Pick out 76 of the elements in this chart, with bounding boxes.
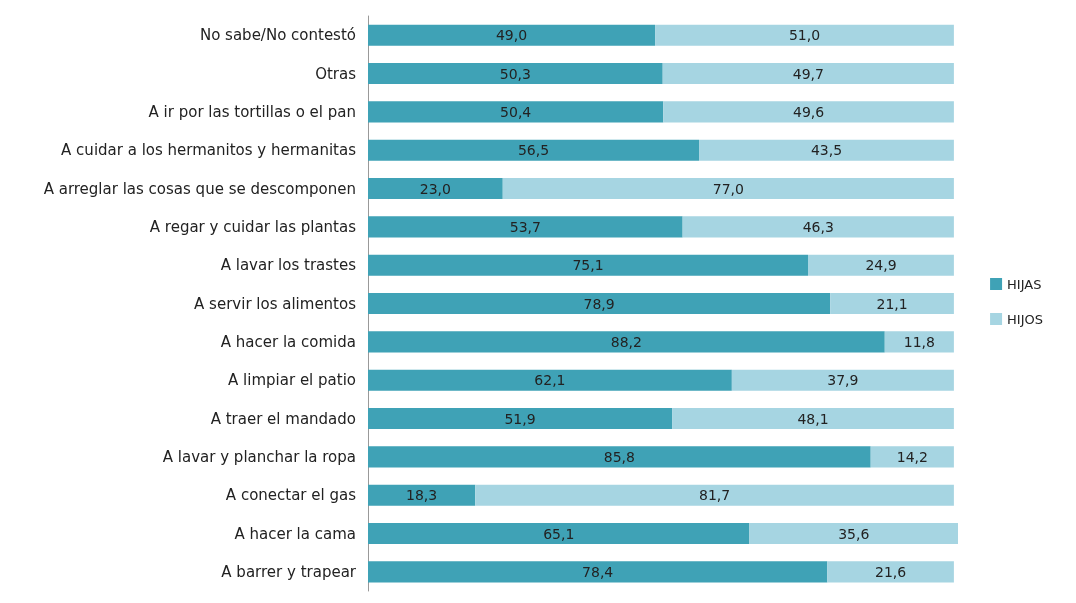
bar: [368, 561, 828, 583]
data-label: 18,3: [406, 487, 438, 504]
bar: [368, 446, 871, 468]
bar: [502, 177, 954, 200]
y-tick-label: Otras: [315, 64, 357, 83]
y-tick-label: A ir por las tortillas o el pan: [148, 102, 356, 121]
data-label: 51,9: [504, 410, 536, 427]
bar: [475, 484, 954, 506]
bar: [368, 369, 732, 391]
y-tick-label: A conectar el gas: [225, 486, 357, 505]
y-tick-label: A hacer la cama: [234, 524, 356, 543]
data-label: 85,8: [603, 448, 635, 465]
data-label: 24,9: [865, 257, 897, 274]
y-tick-label: A hacer la comida: [220, 332, 356, 351]
bar: [830, 292, 954, 315]
bar: [368, 522, 750, 545]
bar: [368, 407, 673, 430]
data-label: 49,0: [495, 27, 528, 44]
data-label: 53,7: [509, 218, 541, 235]
y-tick-label: A traer el mandado: [210, 409, 356, 428]
y-tick-label: A lavar los trastes: [220, 256, 357, 275]
data-label: 48,1: [797, 410, 829, 427]
data-label: 78,4: [582, 563, 614, 580]
data-label: 21,1: [876, 295, 908, 312]
bar: [672, 407, 954, 430]
data-label: 49,7: [792, 65, 824, 82]
data-label: 35,6: [838, 525, 870, 542]
data-label: 81,7: [698, 487, 731, 504]
data-label: 21,6: [875, 563, 907, 580]
data-label: 78,9: [583, 295, 615, 312]
bar: [368, 484, 476, 506]
data-label: 11,8: [903, 333, 935, 350]
bar: [368, 139, 700, 161]
bar: [368, 24, 656, 46]
data-label: 49,6: [793, 103, 825, 120]
bar: [749, 522, 958, 545]
y-tick-label: No sabe/No contestó: [199, 26, 356, 45]
data-label: 43,5: [810, 142, 843, 159]
data-label: 51,0: [788, 27, 821, 44]
data-label: 50,3: [499, 65, 531, 82]
data-label: 62,1: [534, 372, 566, 389]
y-tick-label: A lavar y planchar la ropa: [162, 447, 356, 466]
bar: [827, 561, 954, 583]
y-tick-label: A regar y cuidar las plantas: [149, 217, 357, 236]
bar: [808, 254, 954, 276]
bar: [368, 101, 664, 123]
data-label: 88,2: [610, 333, 642, 350]
data-label: 46,3: [802, 218, 834, 235]
legend-label: HIJAS: [1007, 276, 1042, 292]
y-tick-label: A barrer y trapear: [221, 562, 357, 581]
bar: [655, 24, 954, 46]
data-label: 50,4: [500, 103, 532, 120]
y-tick-label: A servir los alimentos: [194, 294, 357, 313]
bar: [662, 62, 954, 85]
bar: [699, 139, 954, 161]
data-label: 37,9: [827, 372, 859, 389]
bar: [368, 292, 831, 315]
bar: [368, 216, 683, 238]
legend-label: HIJOS: [1007, 311, 1044, 327]
bar: [368, 177, 503, 200]
bar: [368, 254, 809, 276]
data-label: 65,1: [543, 525, 575, 542]
bar: [368, 62, 663, 85]
bar: [682, 216, 954, 238]
bar: [731, 369, 954, 391]
y-tick-label: A limpiar el patio: [228, 371, 356, 390]
data-label: 23,0: [419, 180, 451, 197]
y-tick-label: A cuidar a los hermanitos y hermanitas: [61, 141, 357, 160]
bar: [368, 331, 885, 353]
y-tick-label: A arreglar las cosas que se descomponen: [43, 179, 356, 198]
bar: [663, 101, 954, 123]
data-label: 77,0: [712, 180, 744, 197]
data-label: 75,1: [572, 257, 604, 274]
data-label: 14,2: [896, 448, 928, 465]
bar: [870, 446, 954, 468]
data-label: 56,5: [517, 142, 550, 159]
